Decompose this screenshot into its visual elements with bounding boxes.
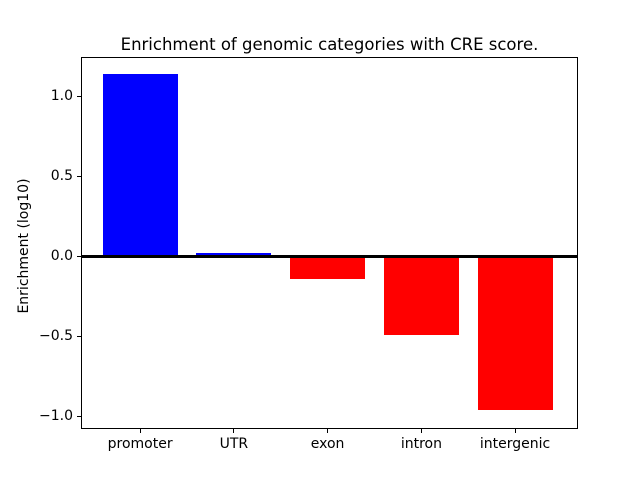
x-tick xyxy=(233,428,235,433)
bar-UTR xyxy=(196,253,272,257)
zero-line xyxy=(82,255,577,259)
bar-intron xyxy=(383,256,459,336)
bar-promoter xyxy=(102,74,178,257)
y-axis-label: Enrichment (log10) xyxy=(16,178,32,314)
y-tick xyxy=(77,175,82,178)
y-tick-label: 1.0 xyxy=(50,87,73,104)
bar-intergenic xyxy=(477,256,553,411)
x-tick-label-exon: exon xyxy=(310,436,345,452)
y-tick xyxy=(77,416,82,418)
y-tick xyxy=(77,336,82,338)
x-tick xyxy=(514,428,516,433)
y-tick-label: 0.0 xyxy=(50,248,73,265)
chart-title: Enrichment of genomic categories with CR… xyxy=(120,35,539,54)
y-tick-label: −1.0 xyxy=(39,408,73,425)
x-tick xyxy=(420,428,422,433)
bar-exon xyxy=(290,256,366,279)
y-tick-label: 0.5 xyxy=(50,168,73,184)
x-tick-label-intron: intron xyxy=(400,436,442,452)
x-tick xyxy=(139,428,141,433)
x-tick-label-promoter: promoter xyxy=(107,436,173,452)
x-tick xyxy=(327,428,329,433)
y-tick-label: −0.5 xyxy=(39,328,73,345)
y-tick xyxy=(77,95,82,97)
x-tick-label-UTR: UTR xyxy=(219,436,249,452)
y-tick xyxy=(77,256,82,258)
x-tick-label-intergenic: intergenic xyxy=(479,436,551,452)
plot-area xyxy=(81,57,578,429)
